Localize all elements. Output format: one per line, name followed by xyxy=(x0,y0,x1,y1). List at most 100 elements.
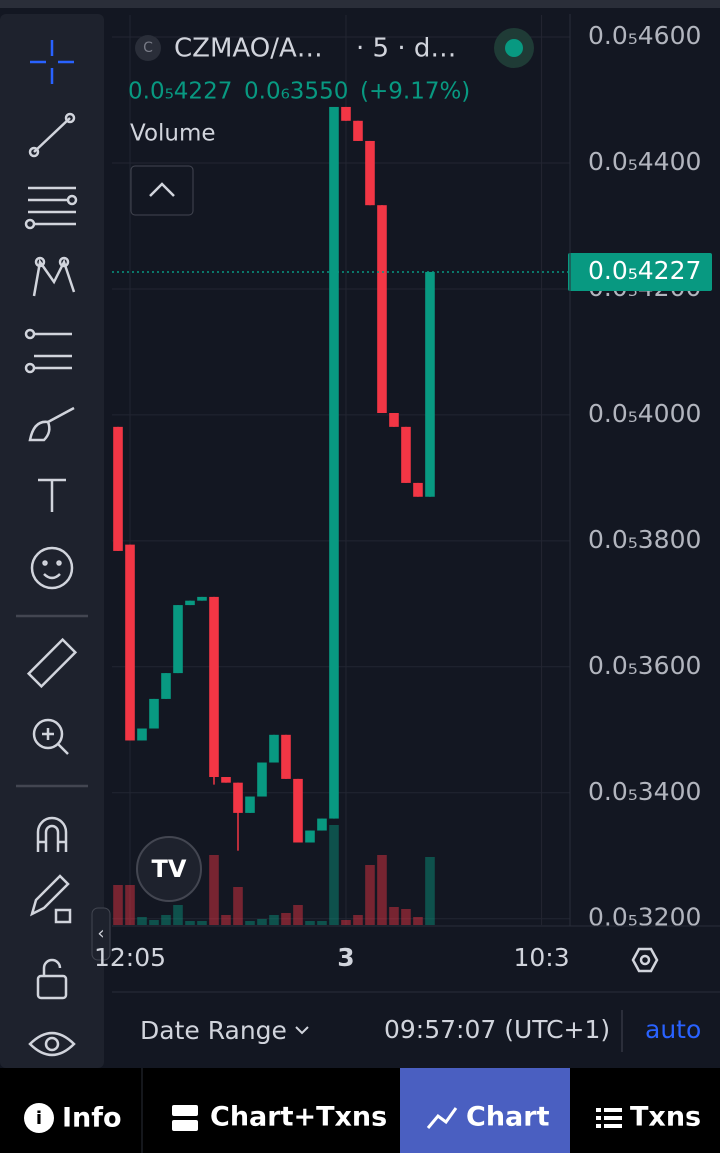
legend-change: 0.0₆3550 xyxy=(244,79,348,105)
magnet-icon[interactable] xyxy=(36,816,68,852)
candle-body xyxy=(401,426,411,483)
last-price-label: 0.0₅4227 xyxy=(588,256,701,285)
candle-body xyxy=(305,830,315,843)
top-strip xyxy=(0,0,720,8)
x-tick-label: 10:3 xyxy=(513,943,569,972)
toolbar xyxy=(0,14,104,1068)
status-dot xyxy=(505,39,523,57)
lock-draw-icon[interactable] xyxy=(30,874,72,924)
candle-body xyxy=(281,734,291,779)
info-icon-i: i xyxy=(36,1108,42,1129)
volume-bar xyxy=(113,885,123,925)
candle-body xyxy=(197,596,207,601)
text-icon[interactable] xyxy=(38,478,66,512)
crosshair-icon[interactable] xyxy=(30,40,74,84)
y-tick-label: 0.0₅3800 xyxy=(588,525,701,554)
brush-icon[interactable] xyxy=(28,406,75,442)
volume-bar xyxy=(281,913,291,925)
zoom-icon[interactable] xyxy=(32,718,69,755)
fib-icon[interactable] xyxy=(24,328,72,374)
volume-bar xyxy=(413,917,423,925)
last-price-box xyxy=(568,252,712,291)
settings-icon[interactable] xyxy=(631,947,659,973)
legend-change-pct: (+9.17%) xyxy=(360,79,470,105)
candle-body xyxy=(377,205,387,414)
trendline-icon[interactable] xyxy=(28,112,76,158)
volume-bar xyxy=(425,857,435,925)
candle-body xyxy=(341,106,351,121)
candle-body xyxy=(161,673,171,699)
chart-txns-icon xyxy=(172,1120,198,1131)
y-tick-label: 0.0₅3600 xyxy=(588,651,701,680)
chart-txns-icon xyxy=(172,1105,198,1116)
eye-icon[interactable] xyxy=(28,1031,76,1057)
volume-bar xyxy=(125,885,135,925)
hlines-icon[interactable] xyxy=(24,186,78,230)
clock[interactable]: 09:57:07 (UTC+1) xyxy=(384,1015,610,1044)
volume-bar xyxy=(341,920,351,925)
nav-chart-txns[interactable]: Chart+Txns xyxy=(210,1102,387,1133)
volume-bar xyxy=(329,825,339,925)
y-tick-label: 0.0₅4400 xyxy=(588,147,701,176)
legend-price: 0.0₅4227 xyxy=(128,79,232,105)
candle-body xyxy=(269,734,279,763)
emoji-icon[interactable] xyxy=(30,546,74,590)
candle-body xyxy=(221,777,231,783)
volume-bar xyxy=(185,921,195,925)
candle-body xyxy=(125,544,135,741)
y-tick-label: 0.0₅4000 xyxy=(588,399,701,428)
volume-bar xyxy=(305,921,315,925)
candle-body xyxy=(425,271,435,497)
collapse-toolbar[interactable] xyxy=(91,907,111,961)
chart: 0.0₅3200 0.0₅3400 0.0₅3600 0.0₅3800 0.0₅4000… xyxy=(94,15,712,972)
tv-logo[interactable] xyxy=(136,836,202,902)
date-range-chevron xyxy=(295,1026,309,1035)
candle-body xyxy=(149,698,159,729)
symbol-icon-letter: C xyxy=(143,40,153,56)
nav-info[interactable]: Info xyxy=(62,1103,122,1134)
auto-scale[interactable]: auto xyxy=(645,1015,701,1044)
candle-body xyxy=(329,106,339,819)
volume-bar xyxy=(317,921,327,925)
candle-body xyxy=(365,140,375,206)
volume-bar xyxy=(221,915,231,925)
volume-bar xyxy=(209,855,219,925)
info-icon xyxy=(24,1103,54,1133)
pattern-icon[interactable] xyxy=(32,256,76,297)
volume-bar xyxy=(389,907,399,925)
lock-icon[interactable] xyxy=(36,958,68,1000)
volume-bar xyxy=(353,915,363,925)
chart-icon xyxy=(426,1107,458,1129)
volume-bar xyxy=(137,917,147,925)
y-tick-label: 0.0₅4600 xyxy=(588,21,701,50)
volume-bar xyxy=(365,865,375,925)
nav-chart[interactable]: Chart xyxy=(466,1102,550,1133)
candle-body xyxy=(257,762,267,797)
candle-body xyxy=(113,426,123,551)
candle-body xyxy=(293,778,303,843)
candle-body xyxy=(233,782,243,813)
volume-bar xyxy=(197,921,207,925)
volume-bar xyxy=(149,920,159,925)
candle-body xyxy=(209,596,219,778)
volume-label: Volume xyxy=(130,121,216,147)
candle-body xyxy=(245,796,255,813)
tv-logo-text: TV xyxy=(152,855,187,883)
txns-icon xyxy=(596,1108,622,1128)
ruler-icon[interactable] xyxy=(26,637,78,689)
chevron-up xyxy=(149,182,175,197)
candle-body xyxy=(413,482,423,497)
candle-body xyxy=(185,600,195,606)
volume-bar xyxy=(161,915,171,925)
date-range[interactable]: Date Range xyxy=(140,1016,287,1045)
volume-bar xyxy=(293,905,303,925)
symbol[interactable]: CZMAO/A… xyxy=(174,34,323,64)
volume-bar xyxy=(377,855,387,925)
axis: 0.0₅3200 0.0₅3400 0.0₅3600 0.0₅3800 0.0₅4000… xyxy=(94,21,712,972)
nav-txns[interactable]: Txns xyxy=(630,1102,701,1133)
collapse-legend[interactable] xyxy=(130,165,194,216)
x-tick-label: 3 xyxy=(337,943,354,972)
volume-bar xyxy=(401,909,411,925)
